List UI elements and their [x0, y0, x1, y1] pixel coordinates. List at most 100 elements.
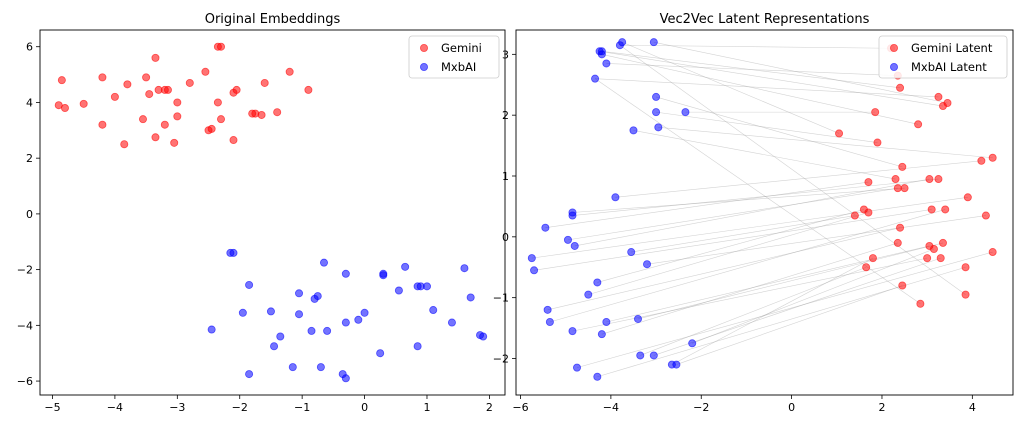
data-point-gemini — [229, 136, 238, 145]
pair-link-line — [622, 41, 840, 134]
data-point-gemini — [120, 140, 129, 149]
data-point-gemini — [79, 99, 88, 108]
data-point-mxbai — [422, 282, 431, 291]
data-point-gemini — [961, 263, 970, 272]
legend: Gemini MxbAI — [408, 35, 500, 79]
data-point-mxbai — [618, 38, 627, 47]
data-point-mxbai — [295, 310, 304, 319]
data-point-gemini — [963, 193, 972, 202]
pair-link-line — [597, 266, 966, 378]
data-point-mxbai — [401, 262, 410, 271]
data-point-gemini — [285, 67, 294, 76]
pair-link-line — [576, 251, 993, 368]
data-point-gemini — [862, 263, 871, 272]
data-point-gemini — [936, 254, 945, 263]
data-point-gemini — [988, 248, 997, 257]
data-point-gemini — [916, 299, 925, 308]
data-point-mxbai — [584, 290, 593, 299]
pair-link-line — [637, 242, 944, 320]
axes-frame — [39, 29, 506, 396]
data-point-mxbai — [649, 38, 658, 47]
data-point-mxbai — [527, 254, 536, 263]
pair-link-line — [676, 285, 903, 365]
y-tick-label: 0 — [502, 231, 509, 244]
x-tick-label: −6 — [512, 401, 528, 414]
data-point-gemini — [304, 85, 313, 94]
x-tick-label: −2 — [232, 401, 248, 414]
data-point-mxbai — [543, 305, 552, 314]
data-point-gemini — [871, 108, 880, 117]
pair-link-line — [549, 209, 946, 323]
data-point-gemini — [98, 73, 107, 82]
data-point-mxbai — [568, 327, 577, 336]
y-tick-label: 2 — [26, 152, 33, 165]
pair-link-line — [640, 266, 867, 356]
pair-link-line — [601, 242, 898, 335]
data-point-mxbai — [245, 280, 254, 289]
data-point-mxbai — [597, 50, 606, 59]
data-point-gemini — [893, 184, 902, 193]
data-point-gemini — [217, 42, 226, 51]
pair-link-line — [619, 44, 966, 295]
y-tick-label: −2 — [17, 264, 33, 277]
pair-link-line — [653, 257, 941, 356]
data-point-gemini — [151, 53, 160, 62]
y-tick-label: −6 — [17, 375, 33, 388]
y-tick-label: −4 — [17, 319, 33, 332]
data-point-gemini — [207, 124, 216, 133]
data-point-gemini — [873, 138, 882, 147]
data-point-gemini — [938, 238, 947, 247]
pair-link-line — [601, 50, 901, 89]
data-point-mxbai — [681, 108, 690, 117]
legend: Gemini Latent MxbAI Latent — [878, 35, 1008, 79]
pair-link-line — [606, 245, 930, 323]
x-tick-label: −4 — [603, 401, 619, 414]
data-point-mxbai — [316, 363, 325, 372]
data-point-gemini — [273, 108, 282, 117]
x-tick-label: 0 — [788, 401, 795, 414]
data-point-gemini — [896, 223, 905, 232]
data-point-gemini — [163, 85, 172, 94]
pair-link-line — [656, 111, 878, 143]
data-point-mxbai — [479, 332, 488, 341]
pair-link-line — [671, 257, 874, 365]
data-point-gemini — [923, 254, 932, 263]
data-point-mxbai — [307, 326, 316, 335]
data-point-gemini — [201, 67, 210, 76]
data-point-mxbai — [593, 278, 602, 287]
data-point-gemini — [864, 178, 873, 187]
pair-link-line — [658, 127, 993, 159]
data-point-mxbai — [447, 318, 456, 327]
x-tick-label: 4 — [969, 401, 976, 414]
data-point-mxbai — [238, 308, 247, 317]
data-point-gemini — [898, 281, 907, 290]
pair-link-line — [545, 181, 869, 229]
data-point-mxbai — [394, 286, 403, 295]
data-point-gemini — [929, 244, 938, 253]
y-tick-label: 0 — [26, 208, 33, 221]
data-point-mxbai — [341, 269, 350, 278]
data-point-mxbai — [654, 123, 663, 132]
data-point-gemini — [943, 99, 952, 108]
data-point-mxbai — [649, 351, 658, 360]
data-point-gemini — [110, 92, 119, 101]
data-point-mxbai — [245, 370, 254, 379]
pair-link-line — [547, 227, 901, 311]
data-point-gemini — [60, 104, 69, 113]
data-point-gemini — [170, 138, 179, 147]
pair-link-line — [534, 209, 932, 271]
x-tick-label: −4 — [107, 401, 123, 414]
data-point-mxbai — [376, 349, 385, 358]
data-point-gemini — [217, 115, 226, 124]
data-point-mxbai — [295, 289, 304, 298]
data-point-mxbai — [466, 293, 475, 302]
y-tick-label: 1 — [502, 170, 509, 183]
data-point-mxbai — [688, 339, 697, 348]
data-point-mxbai — [545, 317, 554, 326]
x-tick-label: −1 — [294, 401, 310, 414]
pair-link-line — [531, 196, 968, 259]
x-tick-label: 2 — [486, 401, 493, 414]
data-point-mxbai — [667, 360, 676, 369]
pair-link-line — [615, 160, 982, 198]
